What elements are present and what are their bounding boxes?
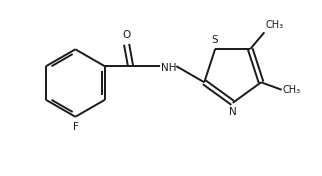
Text: O: O <box>122 30 131 40</box>
Text: NH: NH <box>161 63 176 73</box>
Text: S: S <box>211 35 218 45</box>
Text: CH₃: CH₃ <box>283 85 301 95</box>
Text: CH₃: CH₃ <box>265 20 283 30</box>
Text: N: N <box>229 107 237 117</box>
Text: F: F <box>73 122 79 132</box>
